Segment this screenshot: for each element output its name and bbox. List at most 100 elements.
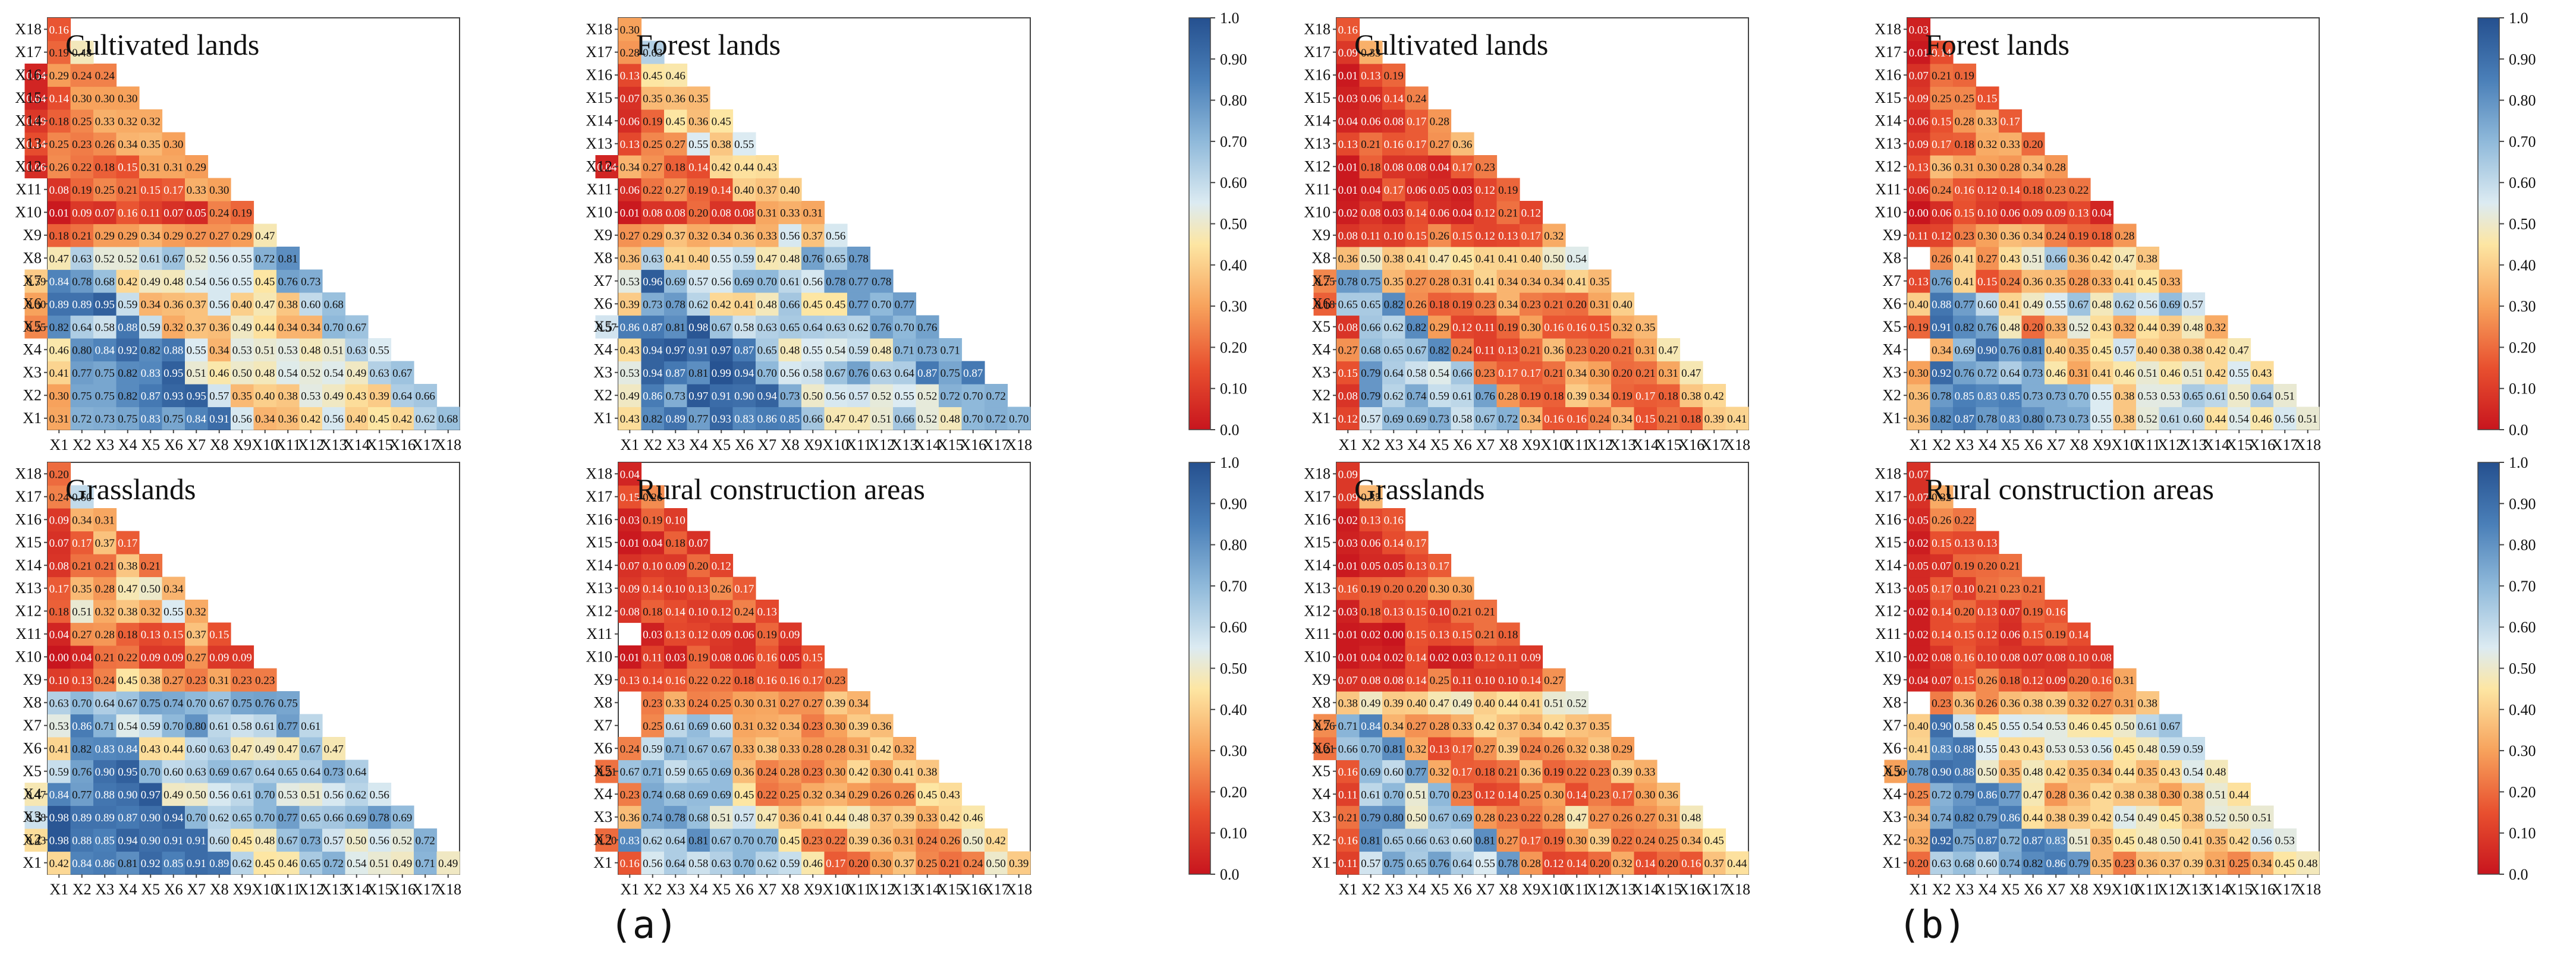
cell-value-label: 0.54 bbox=[2023, 720, 2043, 733]
y-tick-label: X15 bbox=[586, 534, 612, 551]
colorbar: 1.00.900.800.700.600.500.400.300.200.100… bbox=[2477, 10, 2536, 439]
y-tick-label: X5 bbox=[593, 762, 612, 780]
cell-value-label: 0.42 bbox=[2206, 367, 2226, 380]
cell-value-label: 0.13 bbox=[1430, 629, 1449, 641]
x-tick-label: X4 bbox=[1978, 436, 1997, 453]
cell-value-label: 0.82 bbox=[1955, 812, 1974, 824]
cell-value-label: 0.19 bbox=[1361, 583, 1380, 595]
cell-value-label: 0.12 bbox=[712, 606, 731, 618]
cell-value-label: 0.12 bbox=[1977, 629, 1997, 641]
cell-value-label: 0.77 bbox=[1407, 766, 1426, 779]
cell-value-label: 0.27 bbox=[780, 697, 800, 710]
cell-value-label: 0.55 bbox=[370, 344, 389, 357]
cell-value-label: 0.58 bbox=[95, 322, 115, 334]
cell-value-label: 0.53 bbox=[620, 367, 640, 380]
y-tick-label: X15 bbox=[15, 89, 42, 106]
heatmap-cell bbox=[116, 406, 140, 430]
y-tick-label: X2 bbox=[23, 831, 42, 848]
cell-value-label: 0.01 bbox=[1338, 629, 1358, 641]
cell-value-label: 0.31 bbox=[803, 207, 823, 219]
cell-value-label: 0.61 bbox=[2206, 390, 2226, 402]
cell-value-label: 0.10 bbox=[666, 583, 685, 595]
cell-value-label: 0.70 bbox=[757, 276, 777, 288]
cell-value-label: 0.90 bbox=[1977, 344, 1997, 357]
colorbar-tick-label: 0.10 bbox=[2509, 825, 2536, 842]
cell-value-label: 0.62 bbox=[688, 298, 708, 311]
cell-value-label: 0.94 bbox=[643, 367, 663, 380]
x-tick-label: X8 bbox=[2069, 881, 2089, 898]
cell-value-label: 0.67 bbox=[2069, 298, 2089, 311]
cell-value-label: 0.32 bbox=[187, 606, 206, 618]
cell-value-label: 0.16 bbox=[1544, 322, 1564, 334]
cell-value-label: 0.53 bbox=[2046, 720, 2066, 733]
cell-value-label: 0.51 bbox=[872, 413, 891, 426]
x-tick-label: X2 bbox=[73, 881, 92, 898]
cell-value-label: 0.10 bbox=[666, 514, 685, 527]
heatmap-cell bbox=[48, 361, 71, 385]
cell-value-label: 0.75 bbox=[95, 390, 115, 402]
cell-value-label: 0.17 bbox=[1407, 537, 1426, 550]
cell-value-label: 0.23 bbox=[826, 675, 845, 687]
cell-value-label: 0.20 bbox=[1955, 606, 1974, 618]
cell-value-label: 0.63 bbox=[187, 766, 206, 779]
cell-value-label: 0.62 bbox=[1384, 390, 1404, 402]
cell-value-label: 0.54 bbox=[187, 276, 207, 288]
cell-value-label: 0.18 bbox=[1544, 390, 1564, 402]
cell-value-label: 0.80 bbox=[2023, 413, 2043, 426]
y-tick-label: X18 bbox=[586, 465, 612, 482]
cell-value-label: 0.54 bbox=[2229, 413, 2250, 426]
cell-value-label: 0.64 bbox=[255, 766, 275, 779]
cell-value-label: 0.15 bbox=[1932, 537, 1951, 550]
cell-value-label: 0.17 bbox=[826, 858, 845, 870]
cell-value-label: 0.34 bbox=[1932, 344, 1952, 357]
cell-value-label: 0.41 bbox=[1407, 253, 1426, 265]
cell-value-label: 0.42 bbox=[941, 812, 960, 824]
y-tick-label: X5 bbox=[593, 318, 612, 335]
cell-value-label: 0.63 bbox=[370, 367, 389, 380]
cell-value-label: 0.53 bbox=[2138, 390, 2157, 402]
cell-value-label: 0.82 bbox=[118, 367, 137, 380]
cell-value-label: 0.86 bbox=[620, 322, 640, 334]
colorbar-tick-label: 0.40 bbox=[1220, 701, 1247, 718]
cell-value-label: 0.59 bbox=[780, 858, 800, 870]
cell-value-label: 0.19 bbox=[232, 207, 252, 219]
cell-value-label: 0.46 bbox=[209, 367, 229, 380]
cell-value-label: 0.19 bbox=[1909, 322, 1929, 334]
cell-value-label: 0.18 bbox=[1476, 766, 1495, 779]
cell-value-label: 0.17 bbox=[734, 583, 754, 595]
cell-value-label: 0.18 bbox=[643, 606, 662, 618]
cell-value-label: 0.36 bbox=[163, 298, 183, 311]
cell-value-label: 0.39 bbox=[826, 697, 845, 710]
cell-value-label: 0.13 bbox=[620, 138, 640, 151]
cell-value-label: 0.48 bbox=[255, 834, 275, 847]
cell-value-label: 0.42 bbox=[2092, 253, 2112, 265]
cell-value-label: 0.72 bbox=[986, 390, 1006, 402]
cell-value-label: 0.36 bbox=[1452, 138, 1472, 151]
cell-value-label: 0.71 bbox=[1338, 720, 1358, 733]
cell-value-label: 0.53 bbox=[2069, 743, 2089, 755]
cell-value-label: 0.34 bbox=[141, 298, 161, 311]
cell-value-label: 0.19 bbox=[1452, 298, 1472, 311]
cell-value-label: 0.28 bbox=[826, 743, 845, 755]
y-tick-label: X17 bbox=[1304, 488, 1331, 505]
y-tick-label: X11 bbox=[586, 181, 612, 198]
x-tick-label: X3 bbox=[95, 881, 114, 898]
cell-value-label: 0.38 bbox=[2138, 253, 2157, 265]
cell-value-label: 0.16 bbox=[2092, 675, 2112, 687]
cell-value-label: 0.24 bbox=[1407, 93, 1427, 105]
cell-value-label: 0.73 bbox=[301, 834, 320, 847]
cell-value-label: 0.34 bbox=[1521, 276, 1542, 288]
cell-value-label: 0.66 bbox=[1361, 322, 1380, 334]
cell-value-label: 0.36 bbox=[620, 812, 640, 824]
heatmap-cell bbox=[70, 384, 94, 408]
cell-value-label: 0.76 bbox=[872, 322, 891, 334]
cell-value-label: 0.55 bbox=[163, 606, 183, 618]
cell-value-label: 0.09 bbox=[1909, 138, 1929, 151]
cell-value-label: 0.87 bbox=[963, 367, 983, 380]
cell-value-label: 0.14 bbox=[1567, 858, 1587, 870]
cell-value-label: 0.05 bbox=[1909, 583, 1929, 595]
y-tick-label: X4 bbox=[23, 785, 42, 802]
cell-value-label: 0.63 bbox=[872, 367, 891, 380]
cell-value-label: 0.75 bbox=[141, 697, 161, 710]
cell-value-label: 0.46 bbox=[803, 858, 823, 870]
